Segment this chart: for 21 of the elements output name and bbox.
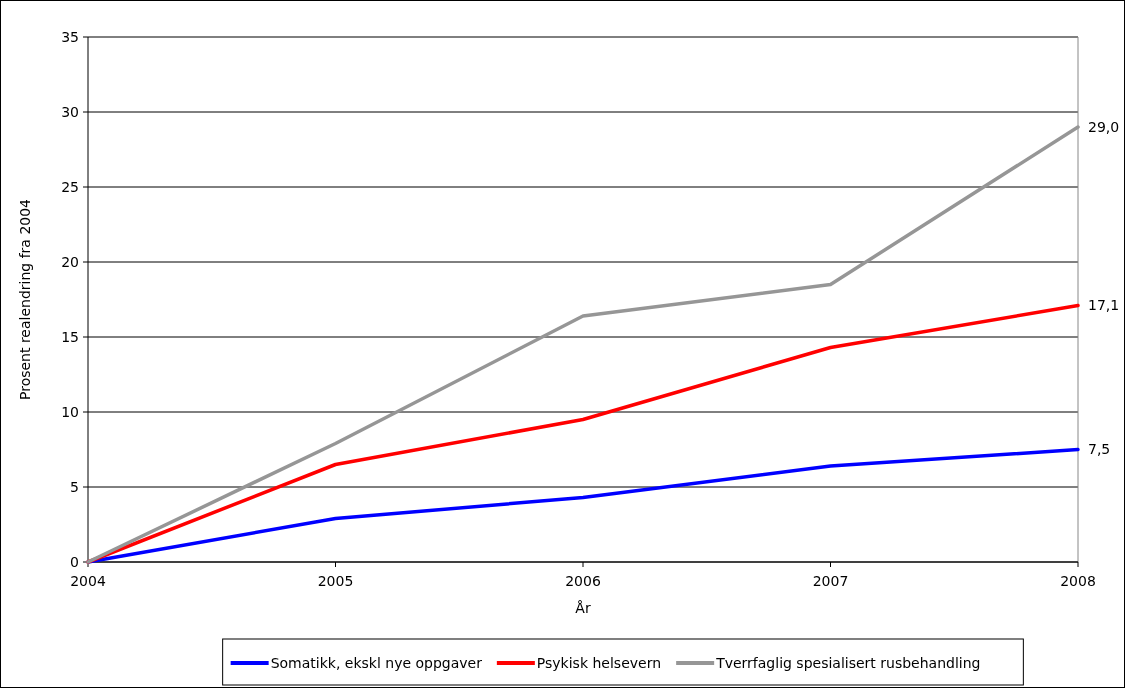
y-tick-label: 25	[61, 178, 79, 195]
x-tick-label: 2008	[1060, 573, 1096, 589]
y-tick-label: 0	[70, 553, 79, 570]
y-tick-label: 5	[70, 478, 79, 495]
y-axis-title: Prosent realendring fra 2004	[17, 198, 33, 401]
y-tick-label: 10	[61, 403, 79, 420]
x-tick-label: 2007	[812, 573, 849, 589]
legend-label: Somatikk, ekskl nye oppgaver	[270, 654, 483, 671]
x-tick-label: 2005	[317, 573, 354, 589]
x-tick-label: 2004	[70, 573, 106, 589]
data-label: 29,0	[1088, 118, 1120, 135]
x-axis-title: År	[575, 600, 591, 616]
legend-label: Tverrfaglig spesialisert rusbehandling	[715, 654, 981, 671]
data-label: 17,1	[1088, 297, 1120, 314]
y-tick-label: 15	[61, 328, 79, 345]
legend-label: Psykisk helsevern	[536, 654, 662, 671]
x-tick-label: 2006	[565, 573, 601, 589]
y-tick-label: 30	[61, 103, 79, 120]
y-tick-label: 35	[61, 28, 79, 45]
y-tick-label: 20	[61, 253, 79, 270]
data-label: 7,5	[1088, 441, 1111, 458]
